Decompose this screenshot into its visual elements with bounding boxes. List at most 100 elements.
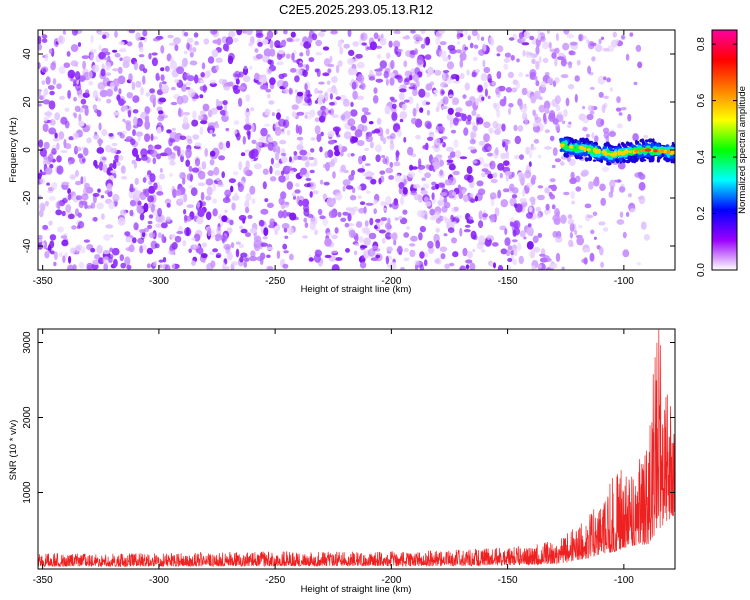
noise-blob — [160, 67, 165, 72]
noise-blob — [227, 81, 234, 87]
noise-blob — [399, 88, 407, 93]
noise-blob — [182, 177, 186, 185]
noise-blob — [164, 147, 173, 157]
signal-blob — [605, 143, 610, 147]
noise-blob — [464, 46, 469, 51]
noise-blob — [128, 30, 136, 34]
noise-blob — [276, 61, 284, 66]
colorbar-tick-label: 0.2 — [696, 206, 707, 220]
noise-blob — [215, 57, 223, 63]
noise-blob — [309, 169, 315, 174]
noise-blob — [469, 138, 476, 145]
noise-blob — [528, 206, 533, 213]
noise-blob — [549, 178, 556, 183]
noise-blob — [307, 98, 313, 106]
noise-blob — [369, 69, 374, 77]
noise-blob — [317, 208, 323, 215]
noise-blob — [274, 229, 279, 235]
noise-blob — [294, 189, 301, 194]
noise-blob — [378, 177, 382, 185]
noise-blob — [399, 217, 408, 225]
noise-blob — [578, 34, 582, 42]
noise-blob — [138, 54, 145, 58]
noise-blob — [355, 53, 363, 59]
noise-blob — [488, 127, 494, 134]
noise-blob — [283, 88, 289, 94]
noise-blob — [236, 30, 243, 36]
noise-blob — [459, 265, 466, 270]
noise-blob — [588, 181, 594, 190]
noise-blob — [537, 233, 543, 238]
noise-blob — [350, 109, 358, 117]
noise-blob — [57, 35, 66, 45]
noise-blob — [201, 161, 207, 170]
noise-blob — [222, 142, 227, 152]
noise-blob — [466, 114, 472, 122]
noise-blob — [234, 192, 239, 199]
noise-blob — [418, 232, 423, 241]
noise-blob — [581, 169, 589, 177]
noise-blob — [106, 184, 112, 190]
noise-blob — [210, 229, 216, 239]
noise-blob — [395, 149, 399, 158]
noise-blob — [643, 134, 649, 139]
noise-blob — [529, 35, 535, 41]
noise-blob — [254, 72, 260, 81]
noise-blob — [58, 66, 66, 74]
noise-blob — [465, 259, 473, 264]
noise-blob — [467, 146, 476, 150]
noise-blob — [544, 107, 549, 113]
noise-blob — [317, 31, 325, 37]
noise-blob — [302, 235, 308, 239]
noise-blob — [240, 152, 246, 157]
noise-blob — [526, 54, 534, 58]
noise-blob — [466, 165, 473, 175]
noise-blob — [452, 251, 459, 258]
noise-blob — [143, 202, 149, 213]
signal-blob — [592, 159, 597, 162]
noise-blob — [456, 41, 461, 45]
noise-blob — [470, 131, 475, 141]
noise-blob — [285, 173, 290, 181]
noise-blob — [77, 212, 82, 218]
noise-blob — [49, 240, 55, 249]
noise-blob — [166, 202, 171, 208]
noise-blob — [408, 96, 414, 105]
noise-blob — [442, 56, 450, 62]
noise-blob — [210, 260, 216, 268]
noise-blob — [193, 74, 199, 84]
noise-blob — [78, 120, 85, 127]
noise-blob — [526, 241, 534, 250]
noise-blob — [204, 148, 209, 157]
noise-blob — [359, 244, 366, 251]
noise-blob — [566, 123, 572, 129]
chart-title: C2E5.2025.293.05.13.R12 — [279, 2, 433, 17]
noise-blob — [38, 88, 41, 98]
noise-blob — [245, 94, 251, 102]
noise-blob — [375, 144, 382, 153]
noise-blob — [292, 59, 301, 63]
noise-blob — [154, 243, 160, 249]
noise-blob — [507, 265, 512, 270]
noise-blob — [574, 93, 578, 103]
noise-blob — [434, 69, 442, 76]
noise-blob — [282, 209, 288, 219]
noise-blob — [291, 111, 297, 118]
noise-blob — [459, 59, 464, 68]
noise-blob — [97, 188, 101, 193]
noise-blob — [267, 136, 274, 142]
noise-blob — [274, 151, 280, 161]
noise-blob — [164, 65, 170, 72]
noise-blob — [510, 54, 515, 61]
noise-blob — [233, 120, 240, 125]
noise-blob — [185, 82, 192, 86]
y-tick-label: 40 — [22, 48, 33, 60]
noise-blob — [586, 133, 590, 138]
noise-blob — [635, 44, 642, 53]
noise-blob — [289, 253, 294, 261]
noise-blob — [551, 164, 556, 169]
signal-blob — [575, 154, 579, 158]
noise-blob — [146, 263, 151, 269]
noise-blob — [42, 123, 49, 132]
